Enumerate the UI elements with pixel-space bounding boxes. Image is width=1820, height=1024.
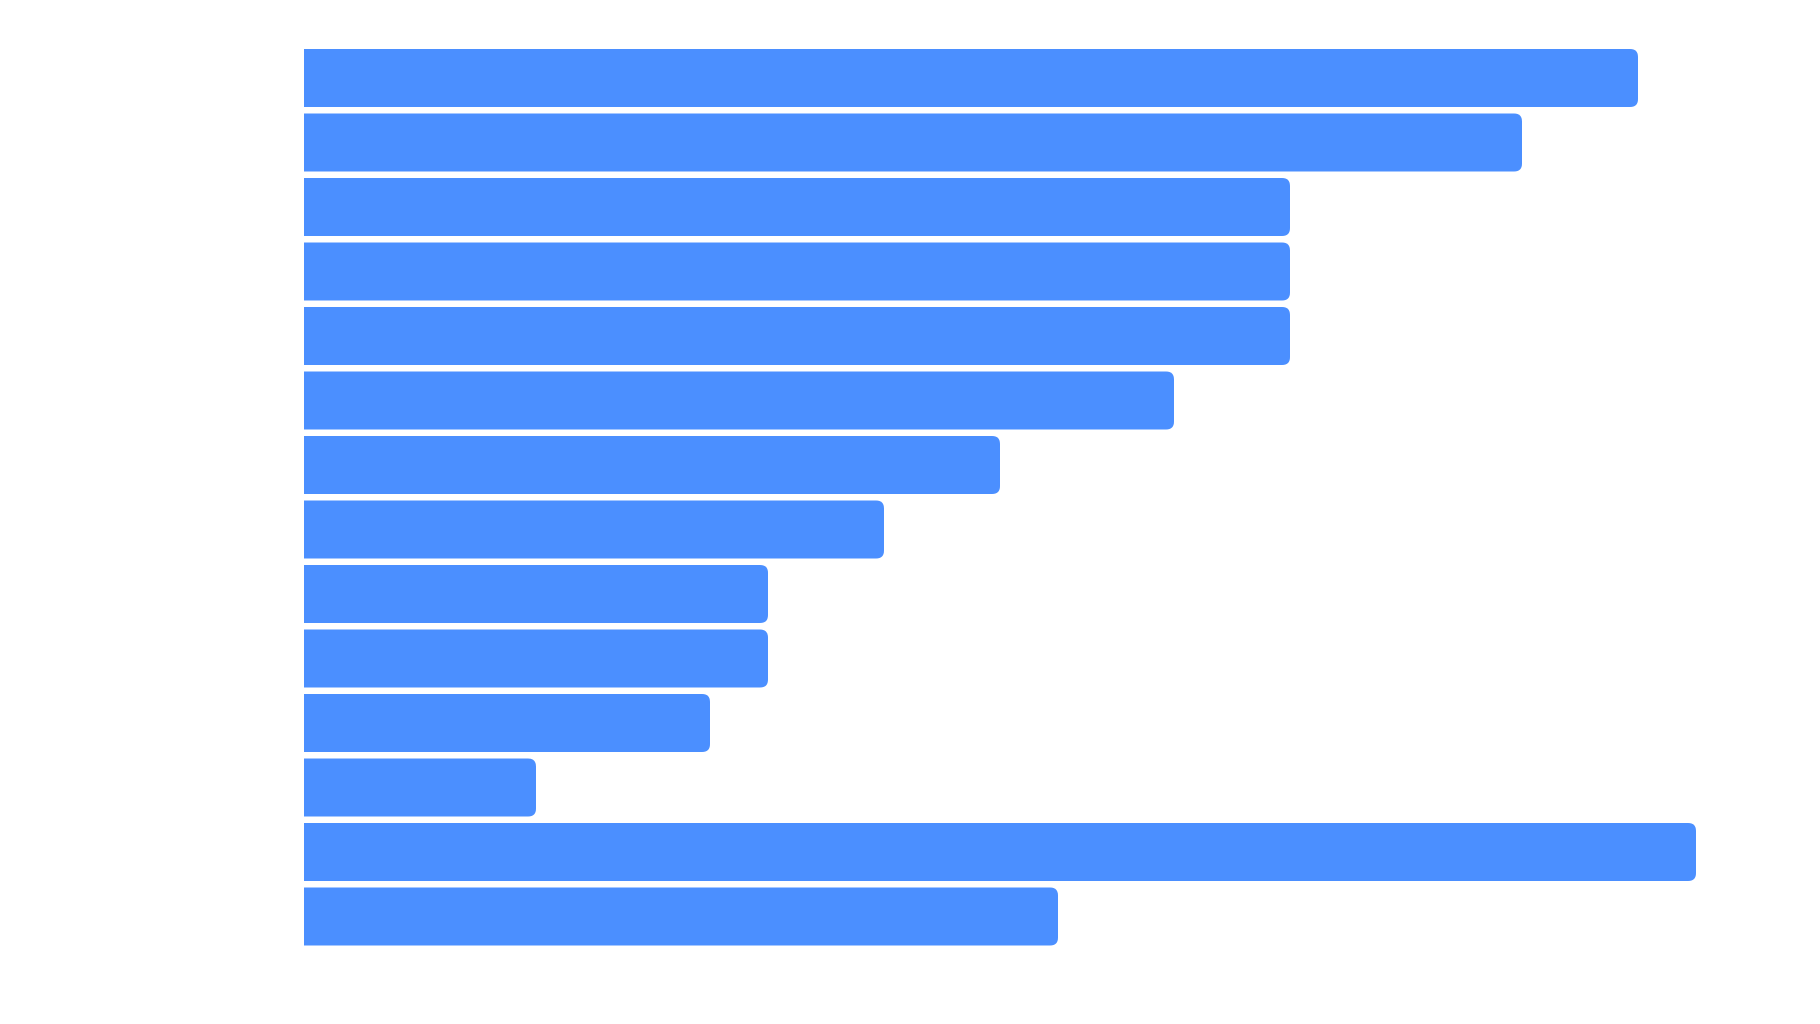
bar-9 [304,565,768,623]
bar-14 [304,887,1058,946]
bar-6 [304,371,1174,430]
bar-4 [304,242,1290,301]
bar-12 [304,758,536,817]
bar-7 [304,436,1000,494]
bar-8 [304,500,884,559]
bar-3 [304,178,1290,236]
bar-13 [304,823,1696,881]
bar-1 [304,49,1638,107]
bar-10 [304,629,768,688]
bar-11 [304,694,710,752]
bar-5 [304,307,1290,365]
bars-group [304,49,1696,946]
bar-2 [304,113,1522,172]
